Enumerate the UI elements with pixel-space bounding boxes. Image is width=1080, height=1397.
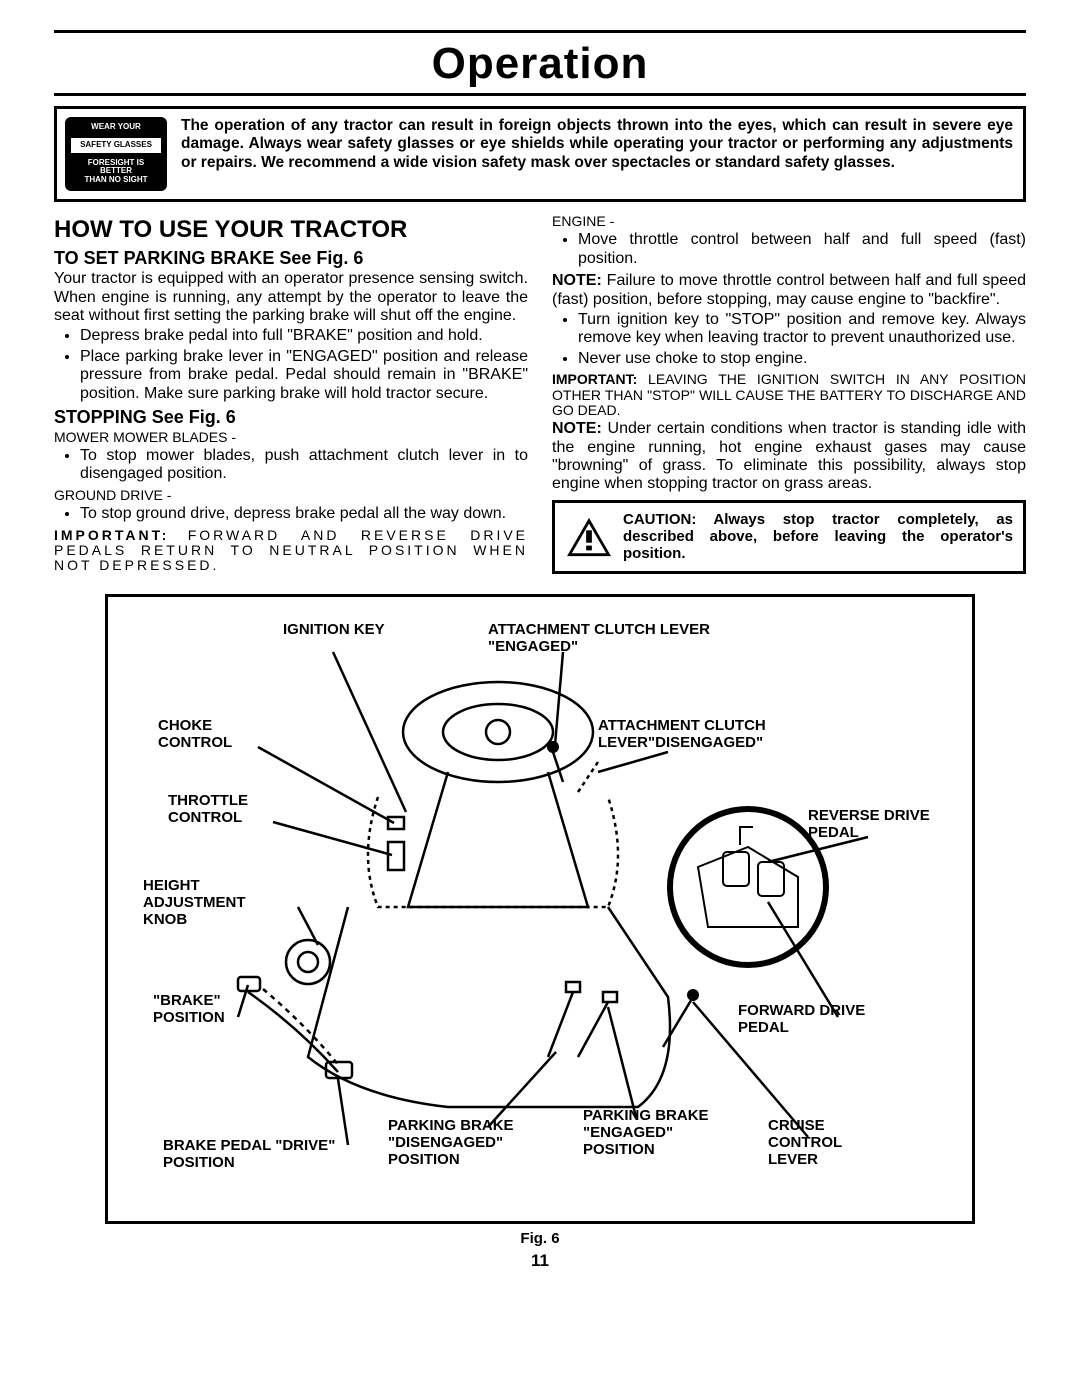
figure-caption: Fig. 6 xyxy=(54,1230,1026,1247)
badge-line1: WEAR YOUR xyxy=(71,123,161,132)
list-item: Move throttle control between half and f… xyxy=(578,231,1026,268)
sub-mower-blades: MOWER MOWER BLADES - xyxy=(54,430,528,445)
label-throttle: THROTTLE CONTROL xyxy=(168,792,288,827)
body-columns: HOW TO USE YOUR TRACTOR TO SET PARKING B… xyxy=(54,212,1026,576)
list-ground-drive: To stop ground drive, depress brake peda… xyxy=(54,505,528,523)
left-column: HOW TO USE YOUR TRACTOR TO SET PARKING B… xyxy=(54,212,528,576)
list-mower-blades: To stop mower blades, push attachment cl… xyxy=(54,447,528,484)
list-parking-brake: Depress brake pedal into full "BRAKE" po… xyxy=(54,327,528,403)
badge-line3: FORESIGHT IS BETTERTHAN NO SIGHT xyxy=(71,159,161,185)
label-reverse-pedal: REVERSE DRIVE PEDAL xyxy=(808,807,958,842)
label-ignition-key: IGNITION KEY xyxy=(283,621,393,638)
label-brake-position: "BRAKE" POSITION xyxy=(153,992,263,1027)
list-item: Place parking brake lever in "ENGAGED" p… xyxy=(80,348,528,403)
list-engine: Move throttle control between half and f… xyxy=(552,231,1026,268)
caution-text: CAUTION: Always stop tractor completely,… xyxy=(623,511,1013,563)
subheading-stopping: STOPPING See Fig. 6 xyxy=(54,407,528,428)
right-column: ENGINE - Move throttle control between h… xyxy=(552,212,1026,576)
subheading-parking-brake: TO SET PARKING BRAKE See Fig. 6 xyxy=(54,248,528,269)
title-underline xyxy=(54,93,1026,96)
section-heading: HOW TO USE YOUR TRACTOR xyxy=(54,216,528,244)
list-ignition: Turn ignition key to "STOP" position and… xyxy=(552,311,1026,368)
label-parking-engaged: PARKING BRAKE "ENGAGED" POSITION xyxy=(583,1107,733,1159)
badge-line2: SAFETY GLASSES xyxy=(71,138,161,153)
figure-6: IGNITION KEY CHOKE CONTROL THROTTLE CONT… xyxy=(105,594,975,1224)
label-cruise: CRUISE CONTROL LEVER xyxy=(768,1117,878,1169)
safety-glasses-badge: WEAR YOUR SAFETY GLASSES FORESIGHT IS BE… xyxy=(65,117,167,191)
list-item: To stop mower blades, push attachment cl… xyxy=(80,447,528,484)
safety-warning-box: WEAR YOUR SAFETY GLASSES FORESIGHT IS BE… xyxy=(54,106,1026,202)
label-choke: CHOKE CONTROL xyxy=(158,717,268,752)
note-browning: NOTE: Under certain conditions when trac… xyxy=(552,420,1026,494)
label-clutch-engaged: ATTACHMENT CLUTCH LEVER "ENGAGED" xyxy=(488,621,748,656)
safety-warning-text: The operation of any tractor can result … xyxy=(181,117,1013,172)
important-note: IMPORTANT: FORWARD AND REVERSE DRIVE PED… xyxy=(54,528,528,574)
label-brake-pedal-drive: BRAKE PEDAL "DRIVE" POSITION xyxy=(163,1137,363,1172)
label-parking-disengaged: PARKING BRAKE "DISENGAGED" POSITION xyxy=(388,1117,568,1169)
list-item: Depress brake pedal into full "BRAKE" po… xyxy=(80,327,528,345)
para-parking-brake: Your tractor is equipped with an operato… xyxy=(54,270,528,325)
sub-engine: ENGINE - xyxy=(552,214,1026,229)
page-title: Operation xyxy=(54,39,1026,89)
list-item: To stop ground drive, depress brake peda… xyxy=(80,505,528,523)
label-clutch-disengaged: ATTACHMENT CLUTCH LEVER"DISENGAGED" xyxy=(598,717,818,752)
page-number: 11 xyxy=(54,1251,1026,1271)
sub-ground-drive: GROUND DRIVE - xyxy=(54,488,528,503)
manual-page: Operation WEAR YOUR SAFETY GLASSES FORES… xyxy=(0,0,1080,1397)
important-ignition: IMPORTANT: LEAVING THE IGNITION SWITCH I… xyxy=(552,372,1026,418)
label-forward-pedal: FORWARD DRIVE PEDAL xyxy=(738,1002,898,1037)
caution-box: CAUTION: Always stop tractor completely,… xyxy=(552,500,1026,574)
note-backfire: NOTE: Failure to move throttle control b… xyxy=(552,272,1026,309)
list-item: Turn ignition key to "STOP" position and… xyxy=(578,311,1026,348)
list-item: Never use choke to stop engine. xyxy=(578,350,1026,368)
top-rule xyxy=(54,30,1026,33)
warning-triangle-icon xyxy=(565,516,613,558)
label-height-knob: HEIGHT ADJUSTMENT KNOB xyxy=(143,877,293,929)
